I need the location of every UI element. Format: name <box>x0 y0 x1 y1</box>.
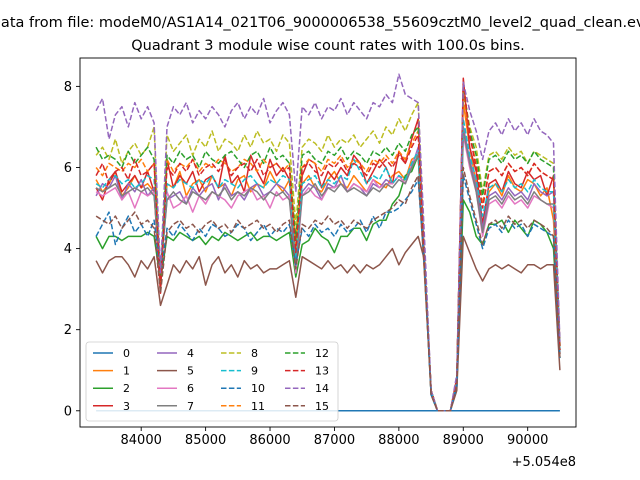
y-tick-label: 6 <box>64 161 72 176</box>
legend-label-9: 9 <box>251 365 258 378</box>
series-line-13 <box>95 81 561 412</box>
x-offset-text: +5.054e8 <box>512 455 576 470</box>
legend-label-1: 1 <box>123 365 130 378</box>
legend-label-15: 15 <box>315 400 329 413</box>
y-tick-label: 2 <box>64 323 72 338</box>
x-axis: 84000 85000 86000 87000 88000 89000 90000 <box>121 427 548 448</box>
series-line-12 <box>95 85 561 412</box>
series-line-5 <box>95 235 561 412</box>
x-tick-label: 84000 <box>121 433 162 448</box>
series-line-14 <box>95 73 561 412</box>
legend-label-12: 12 <box>315 347 329 360</box>
legend-label-10: 10 <box>251 382 265 395</box>
figure-suptitle: Data from file: modeM0/AS1A14_021T06_900… <box>0 15 640 31</box>
x-tick-label: 85000 <box>185 433 226 448</box>
y-tick-label: 4 <box>64 242 72 257</box>
legend-label-2: 2 <box>123 382 130 395</box>
y-tick-label: 8 <box>64 80 72 95</box>
x-tick-label: 89000 <box>443 433 484 448</box>
legend-box <box>85 341 339 422</box>
series-line-9 <box>95 118 561 412</box>
legend-label-6: 6 <box>187 382 194 395</box>
y-axis: 0 2 4 6 8 <box>64 80 80 419</box>
legend-label-0: 0 <box>123 347 130 360</box>
legend-label-8: 8 <box>251 347 258 360</box>
legend-label-7: 7 <box>187 400 194 413</box>
series-lines <box>95 73 561 412</box>
y-tick-label: 0 <box>64 404 72 419</box>
legend-label-4: 4 <box>187 347 194 360</box>
chart-title: Quadrant 3 module wise count rates with … <box>131 38 525 54</box>
x-tick-label: 86000 <box>249 433 290 448</box>
series-line-15 <box>95 166 561 412</box>
legend-label-14: 14 <box>315 382 329 395</box>
x-tick-label: 87000 <box>314 433 355 448</box>
legend-label-5: 5 <box>187 365 194 378</box>
legend-label-13: 13 <box>315 365 329 378</box>
x-tick-label: 90000 <box>507 433 548 448</box>
series-line-10 <box>95 174 561 412</box>
x-tick-label: 88000 <box>378 433 419 448</box>
series-line-11 <box>95 93 561 412</box>
axes-frame <box>79 57 577 428</box>
series-line-7 <box>95 130 561 412</box>
legend-label-11: 11 <box>251 400 265 413</box>
legend-label-3: 3 <box>123 400 130 413</box>
